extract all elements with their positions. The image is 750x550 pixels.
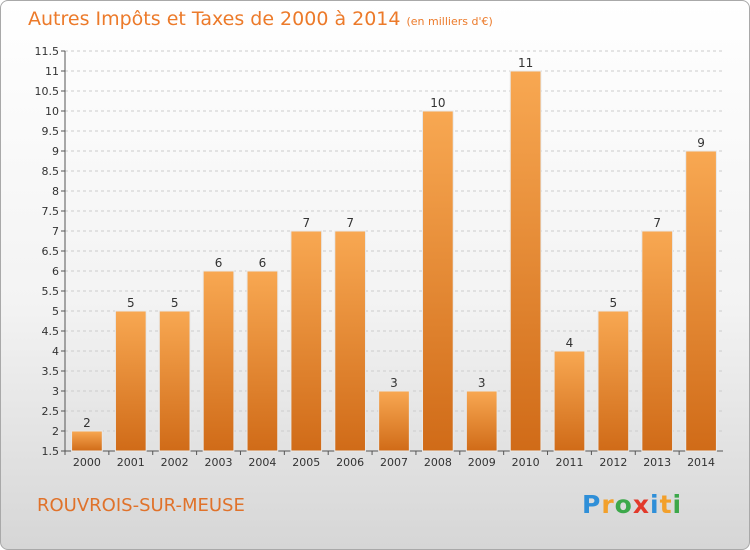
y-tick-label: 3.5	[42, 365, 60, 378]
chart-unit: (en milliers d'€)	[406, 15, 493, 28]
bar-value-label: 5	[127, 296, 135, 310]
y-tick-label: 10	[45, 105, 59, 118]
commune-name: ROUVROIS-SUR-MEUSE	[37, 495, 245, 516]
y-tick-label: 6	[52, 265, 59, 278]
bar-value-label: 10	[430, 96, 445, 110]
y-tick-label: 2.5	[42, 405, 60, 418]
x-tick-label: 2009	[468, 456, 496, 469]
logo-letter: r	[601, 490, 615, 519]
bar	[202, 270, 235, 452]
bar-value-label: 7	[302, 216, 310, 230]
x-tick-label: 2001	[117, 456, 145, 469]
bar	[334, 230, 366, 452]
y-tick-label: 2	[52, 425, 59, 438]
y-tick-label: 5.5	[42, 285, 60, 298]
data-labels: 2 5 5 6 6 7 7 3 10 3 11 4 5 7 9	[83, 56, 705, 430]
y-tick-label: 8.5	[42, 165, 60, 178]
y-tick-label: 8	[52, 185, 59, 198]
y-tick-label: 3	[52, 385, 59, 398]
bar-value-label: 3	[478, 376, 486, 390]
y-tick-label: 10.5	[35, 85, 60, 98]
bar-value-label: 7	[346, 216, 354, 230]
y-tick-label: 4	[52, 345, 59, 358]
logo-letter: P	[582, 490, 602, 519]
y-tick-label: 7.5	[42, 205, 60, 218]
y-tick-label: 4.5	[42, 325, 60, 338]
bar	[553, 350, 586, 452]
y-tick-label: 11	[45, 65, 59, 78]
bar-value-label: 9	[697, 136, 705, 150]
bar	[378, 390, 410, 452]
logo-letter: o	[614, 490, 633, 519]
x-tick-label: 2010	[512, 456, 540, 469]
chart-title: Autres Impôts et Taxes de 2000 à 2014 (en…	[28, 8, 493, 30]
bar-value-label: 6	[259, 256, 267, 270]
logo-letter: i	[650, 490, 660, 519]
logo-letter: t	[659, 490, 673, 519]
bar	[290, 230, 323, 452]
bar	[71, 430, 103, 452]
y-tick-label: 5	[52, 305, 59, 318]
y-tick-label: 1.5	[42, 445, 60, 458]
x-tick-label: 2012	[599, 456, 627, 469]
logo-letter: i	[672, 490, 683, 519]
y-tick-label: 11.5	[35, 45, 60, 58]
x-tick-label: 2011	[555, 456, 583, 469]
bar	[158, 310, 191, 452]
bar	[597, 310, 630, 452]
bar	[641, 230, 674, 452]
chart-title-text: Autres Impôts et Taxes de 2000 à 2014	[28, 8, 401, 30]
proxiti-logo[interactable]: Proxiti	[582, 490, 682, 519]
x-tick-label: 2004	[248, 456, 276, 469]
bar	[422, 110, 454, 452]
bar-value-label: 11	[518, 56, 533, 70]
x-tick-label: 2003	[205, 456, 233, 469]
y-tick-label: 9.5	[42, 125, 60, 138]
bar-value-label: 3	[390, 376, 398, 390]
x-tick-label: 2007	[380, 456, 408, 469]
bar-value-label: 7	[653, 216, 661, 230]
x-tick-label: 2000	[73, 456, 101, 469]
y-tick-label: 7	[52, 225, 59, 238]
bar	[685, 150, 717, 452]
x-tick-label: 2008	[424, 456, 452, 469]
y-tick-label: 6.5	[42, 245, 60, 258]
logo-letter: x	[632, 490, 650, 519]
bar	[246, 270, 279, 452]
x-tick-label: 2013	[643, 456, 671, 469]
bar	[465, 390, 498, 452]
bar-value-label: 6	[215, 256, 223, 270]
bar-value-label: 5	[610, 296, 618, 310]
x-tick-label: 2005	[292, 456, 320, 469]
x-tick-label: 2006	[336, 456, 364, 469]
bars	[71, 70, 717, 452]
bar	[114, 310, 147, 452]
x-tick-label: 2014	[687, 456, 715, 469]
bar-value-label: 4	[566, 336, 574, 350]
bar	[509, 70, 542, 452]
y-tick-label: 9	[52, 145, 59, 158]
bar-value-label: 5	[171, 296, 179, 310]
bar-value-label: 2	[83, 416, 91, 430]
x-tick-label: 2002	[161, 456, 189, 469]
